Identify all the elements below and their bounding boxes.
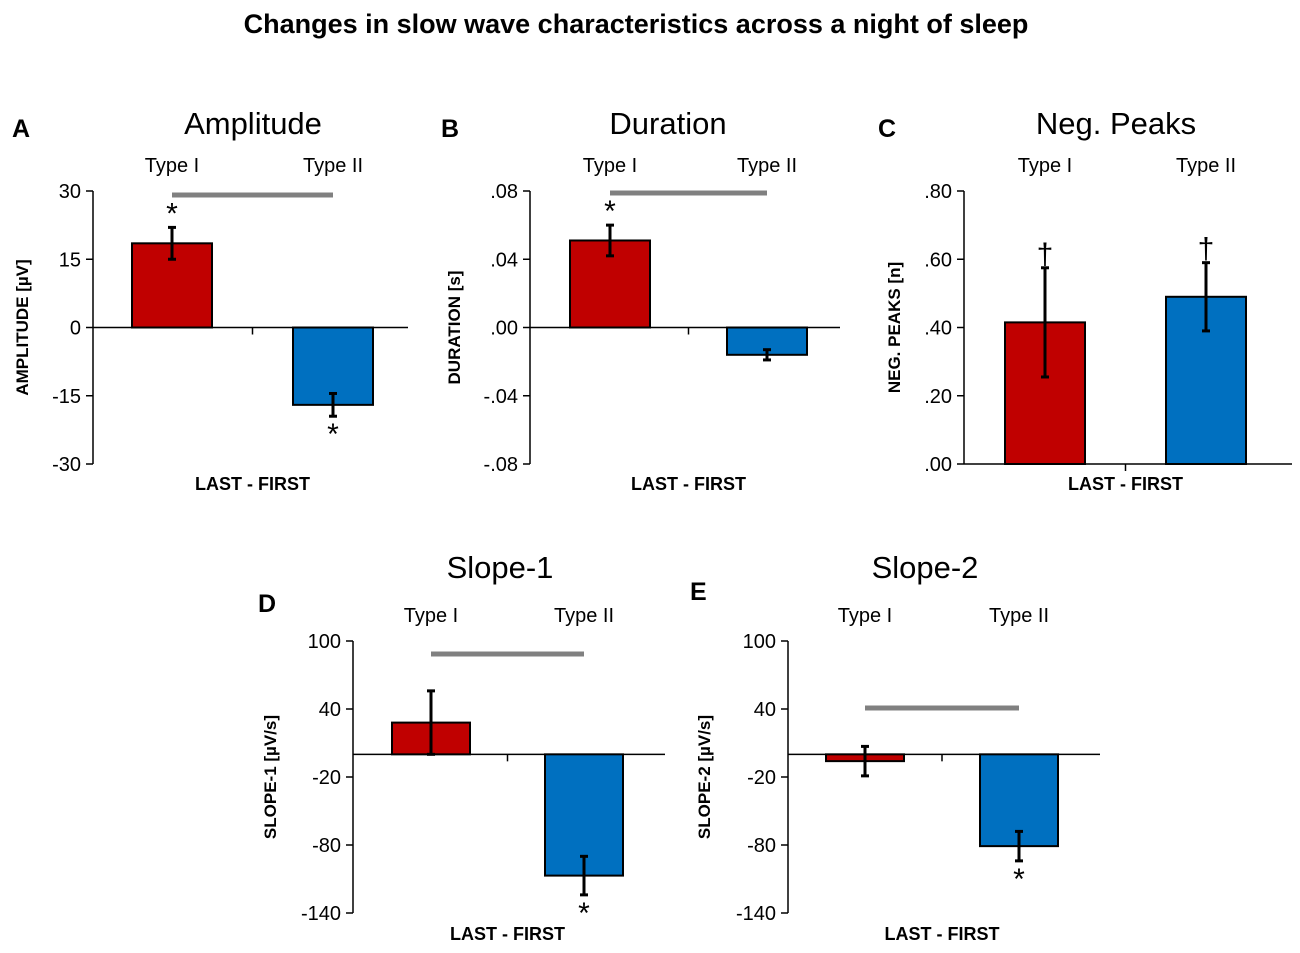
panel-letter: A — [12, 115, 30, 143]
panel-c: C Neg. Peaks Type I Type II .80 .60 .40 .20 .00 †… — [878, 106, 1292, 494]
y-tick-label: .80 — [924, 181, 952, 203]
x-axis-label: LAST - FIRST — [885, 924, 1000, 944]
y-tick-label: -.04 — [484, 386, 518, 408]
category-label: Type II — [303, 155, 363, 177]
y-tick-label: -20 — [747, 767, 776, 789]
y-tick-label: .04 — [490, 249, 518, 271]
y-tick-label: .60 — [924, 249, 952, 271]
y-axis-label: NEG. PEAKS [n] — [885, 262, 904, 393]
y-tick-label: .40 — [924, 318, 952, 340]
significance-marker: † — [1037, 238, 1054, 271]
category-label: Type I — [404, 605, 458, 627]
category-label: Type II — [989, 605, 1049, 627]
y-axis-label: DURATION [s] — [445, 271, 464, 385]
y-tick-label: 40 — [319, 699, 341, 721]
panel-title: Amplitude — [184, 106, 322, 141]
y-tick-label: -.08 — [484, 454, 518, 476]
panel-a: A Amplitude Type I Type II 30 15 0 -15 -30 * * AMPL… — [12, 106, 408, 494]
y-tick-label: .00 — [924, 454, 952, 476]
y-tick-label: 100 — [308, 631, 341, 653]
panel-b: B Duration Type I Type II .08 .04 .00 -.04 -.08 *… — [441, 106, 840, 494]
category-label: Type I — [838, 605, 892, 627]
panel-letter: B — [441, 115, 459, 143]
y-tick-label: 0 — [70, 318, 81, 340]
y-axis-label: AMPLITUDE [µV] — [13, 259, 32, 395]
category-label: Type II — [554, 605, 614, 627]
bar — [292, 326, 374, 406]
panel-letter: E — [690, 578, 707, 606]
y-tick-label: 100 — [743, 631, 776, 653]
x-axis-label: LAST - FIRST — [450, 924, 565, 944]
y-axis-label: SLOPE-2 [µV/s] — [695, 715, 714, 839]
category-label: Type II — [1176, 155, 1236, 177]
significance-marker: * — [604, 195, 616, 228]
y-tick-label: 30 — [59, 181, 81, 203]
significance-marker: * — [166, 197, 178, 230]
category-label: Type I — [1018, 155, 1072, 177]
y-tick-label: .08 — [490, 181, 518, 203]
figure-title: Changes in slow wave characteristics acr… — [244, 9, 1029, 39]
panel-letter: C — [878, 115, 896, 143]
significance-marker: * — [1013, 863, 1025, 896]
y-tick-label: .00 — [490, 318, 518, 340]
y-tick-label: -30 — [52, 454, 81, 476]
x-axis-label: LAST - FIRST — [631, 474, 746, 494]
panel-title: Slope-1 — [447, 550, 554, 585]
panel-title: Neg. Peaks — [1036, 106, 1196, 141]
panel-d: D Slope-1 Type I Type II 100 40 -20 -80 -140 * SLO… — [258, 550, 665, 944]
category-label: Type I — [583, 155, 637, 177]
x-axis-label: LAST - FIRST — [195, 474, 310, 494]
y-tick-label: .20 — [924, 386, 952, 408]
y-tick-label: -80 — [747, 835, 776, 857]
panel-title: Duration — [609, 106, 726, 141]
panel-title: Slope-2 — [872, 550, 979, 585]
y-tick-label: -15 — [52, 386, 81, 408]
y-tick-label: -140 — [301, 903, 341, 925]
y-tick-label: -20 — [312, 767, 341, 789]
y-tick-label: 15 — [59, 249, 81, 271]
significance-marker: † — [1198, 233, 1215, 266]
y-axis-label: SLOPE-1 [µV/s] — [261, 715, 280, 839]
y-tick-label: -80 — [312, 835, 341, 857]
significance-marker: * — [327, 418, 339, 451]
y-tick-label: 40 — [754, 699, 776, 721]
panel-letter: D — [258, 590, 276, 618]
x-axis-label: LAST - FIRST — [1068, 474, 1183, 494]
category-label: Type I — [145, 155, 199, 177]
panel-e: E Slope-2 Type I Type II 100 40 -20 -80 -140 * SLO… — [690, 550, 1100, 944]
category-label: Type II — [737, 155, 797, 177]
y-tick-label: -140 — [736, 903, 776, 925]
significance-marker: * — [578, 897, 590, 930]
